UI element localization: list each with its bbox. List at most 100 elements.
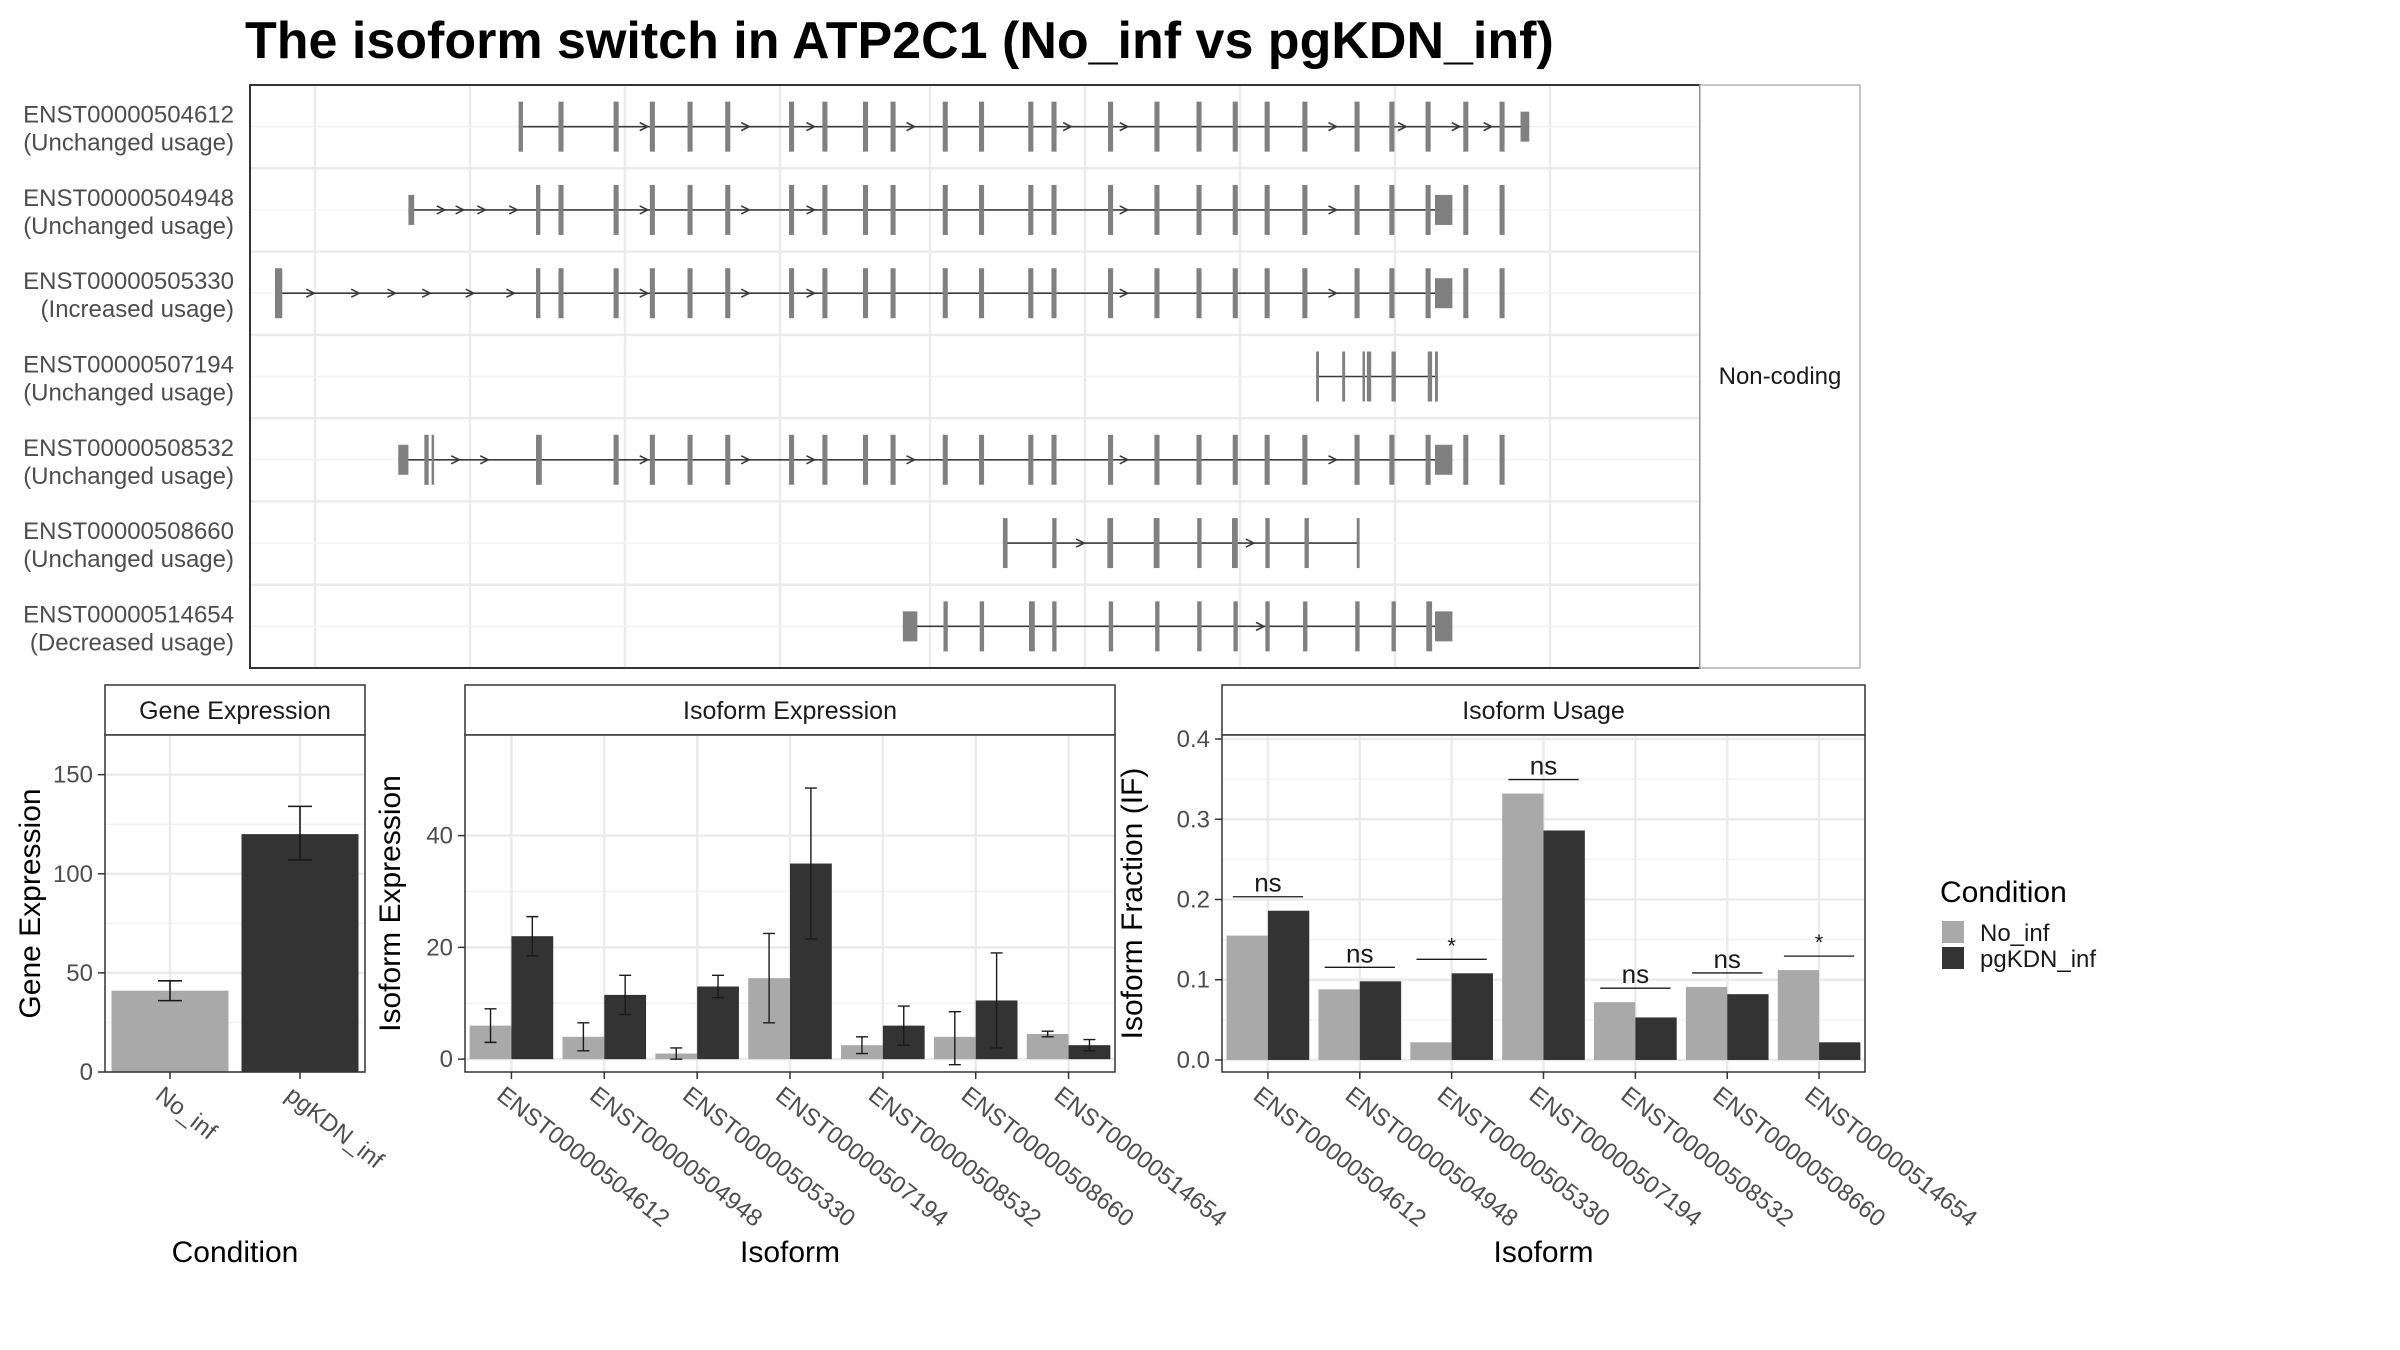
x-tick-label: ENST00000514654 — [1799, 1081, 1982, 1232]
exon-block — [822, 434, 828, 485]
exon-block — [1029, 601, 1035, 652]
strand-arrow — [639, 205, 650, 215]
exon-block — [1354, 184, 1360, 235]
exon-block — [1435, 351, 1438, 402]
exon-block — [862, 434, 869, 485]
exon-block — [789, 101, 795, 152]
strand-arrow — [479, 455, 491, 465]
panel-strip-title: Isoform Usage — [1462, 697, 1625, 725]
x-tick-label: ENST00000504612 — [492, 1081, 675, 1232]
exon-block — [687, 434, 693, 485]
strand-arrow — [350, 288, 361, 298]
panel-strip-title: Isoform Expression — [683, 697, 897, 725]
x-axis-title: Isoform — [740, 1236, 840, 1269]
y-axis-title: Isoform Expression — [374, 775, 407, 1032]
isoform-usage-label: (Decreased usage) — [30, 629, 234, 656]
exon-block — [1391, 601, 1396, 652]
strand-arrow — [1119, 121, 1130, 132]
significance-label: ns — [1622, 959, 1649, 989]
strand-arrow — [1255, 621, 1266, 632]
exon-block — [1520, 111, 1530, 142]
exon-block — [613, 268, 619, 319]
exon-block — [1196, 184, 1202, 235]
exon-block — [1155, 601, 1160, 652]
exon-block — [978, 268, 985, 319]
exon-block — [1463, 434, 1469, 485]
x-tick-label: ENST00000508660 — [1708, 1081, 1891, 1232]
isoform-id-label: ENST00000504612 — [23, 102, 234, 129]
exon-block — [1107, 518, 1114, 569]
exon-block — [1499, 434, 1505, 485]
exon-block — [1108, 601, 1114, 652]
y-axis-title: Gene Expression — [14, 788, 47, 1018]
y-tick-label: 40 — [426, 823, 453, 850]
exon-block — [1108, 434, 1114, 485]
bar-No_inf-ENST00000508660 — [1685, 986, 1728, 1060]
exon-block — [536, 184, 541, 235]
strand-arrow — [1328, 455, 1339, 465]
exon-block — [1463, 268, 1469, 319]
bar-pgKDN_inf-ENST00000508532 — [1635, 1017, 1677, 1060]
y-tick-label: 0.0 — [1177, 1047, 1210, 1074]
exon-block — [1002, 518, 1006, 569]
exon-block — [890, 268, 896, 319]
exon-block — [1499, 101, 1505, 152]
exon-block — [1389, 101, 1395, 152]
exon-block — [789, 268, 795, 319]
isoform-id-label: ENST00000514654 — [23, 601, 234, 628]
exon-block — [1232, 518, 1238, 569]
y-tick-label: 0.3 — [1177, 806, 1210, 833]
exon-block — [979, 601, 985, 652]
error-bar — [712, 974, 725, 999]
structure-strip — [1699, 84, 1861, 669]
exon-block — [1052, 518, 1057, 569]
bar-pgKDN_inf-ENST00000507194 — [1543, 830, 1585, 1060]
isoform-track-ENST00000507194 — [1316, 351, 1438, 402]
strand-arrow — [639, 288, 650, 298]
exon-block — [890, 434, 896, 485]
error-bar — [288, 805, 312, 861]
strand-arrow — [806, 455, 817, 465]
strand-arrow — [1245, 538, 1256, 548]
panel-strip-title: Gene Expression — [139, 697, 331, 725]
strand-arrow — [1119, 455, 1130, 465]
x-tick-label: ENST00000508532 — [1616, 1081, 1799, 1232]
exon-block — [1196, 268, 1202, 319]
exon-block — [431, 434, 435, 485]
strand-arrow — [806, 205, 817, 215]
exon-block — [822, 268, 828, 319]
exon-block — [558, 184, 564, 235]
strand-arrow — [1397, 121, 1408, 132]
strand-arrow — [1483, 121, 1494, 132]
exon-block — [1389, 184, 1395, 235]
bar-pgKDN_inf-ENST00000514654 — [1068, 1045, 1111, 1060]
exon-block — [1355, 601, 1360, 652]
exon-block — [1463, 184, 1469, 235]
bar-No_inf-ENST00000504612 — [1226, 935, 1268, 1060]
x-axis-title: Isoform — [1493, 1236, 1593, 1269]
significance-label: * — [1447, 933, 1456, 958]
isoform-usage-label: (Unchanged usage) — [23, 213, 234, 240]
strand-arrow — [1451, 121, 1462, 132]
error-bar — [670, 1047, 683, 1060]
exon-block — [943, 601, 948, 652]
strand-arrow — [1328, 121, 1339, 132]
exon-block — [1232, 268, 1238, 319]
exon-block — [942, 184, 948, 235]
strand-arrow — [639, 455, 650, 465]
exon-block — [1154, 434, 1160, 485]
exon-block — [1389, 268, 1395, 319]
x-tick-label: ENST00000507194 — [1524, 1081, 1707, 1232]
exon-block — [1028, 434, 1034, 485]
error-bar — [158, 980, 182, 1002]
error-bar — [1041, 1030, 1054, 1038]
bar-No_inf-ENST00000514654 — [1026, 1033, 1069, 1060]
significance-label: ns — [1254, 868, 1281, 898]
exon-block — [1051, 184, 1057, 235]
exon-block — [890, 184, 896, 235]
strand-arrow — [740, 288, 752, 298]
exon-block — [398, 444, 409, 475]
bar-pgKDN_inf — [241, 834, 359, 1072]
x-tick-label: No_inf — [150, 1081, 222, 1145]
exon-block — [1435, 194, 1453, 225]
